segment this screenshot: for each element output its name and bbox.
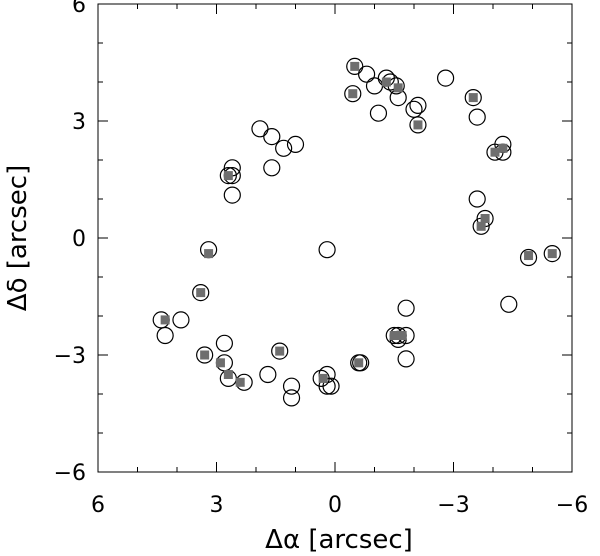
square-point <box>204 249 214 259</box>
circle-point <box>282 377 301 395</box>
circle-point <box>322 377 340 395</box>
circle-point <box>350 354 368 372</box>
circle-point <box>192 284 210 302</box>
axis-ticks <box>97 3 573 473</box>
circle-point <box>468 108 486 126</box>
square-point <box>200 350 210 360</box>
circle-point <box>344 85 362 103</box>
circle-point <box>397 350 415 368</box>
circle-point <box>223 186 241 204</box>
circle-point <box>346 57 364 76</box>
square-point <box>350 61 360 71</box>
circle-point <box>259 365 277 384</box>
square-point <box>318 373 328 383</box>
circle-point <box>519 248 538 267</box>
circle-point <box>156 326 174 345</box>
square-point <box>397 331 407 340</box>
square-point <box>381 77 391 87</box>
square-point <box>275 346 285 356</box>
y-tick-label: −3 <box>54 344 86 369</box>
square-point <box>498 143 508 153</box>
x-tick-label: 0 <box>328 493 342 518</box>
circle-point <box>464 88 482 107</box>
square-point <box>413 120 423 130</box>
square-point <box>235 377 245 387</box>
square-point <box>196 288 206 298</box>
square-point <box>476 221 486 231</box>
square-point <box>160 315 170 325</box>
circle-point <box>405 100 423 118</box>
square-point <box>547 249 557 259</box>
square-point <box>354 358 364 368</box>
circle-point <box>437 69 455 87</box>
circle-point <box>286 135 305 153</box>
circle-point <box>196 346 214 364</box>
data-points <box>152 57 561 407</box>
circle-point <box>263 128 281 146</box>
circle-point <box>271 342 289 360</box>
y-tick-label: −6 <box>54 461 86 486</box>
circle-point <box>468 190 486 208</box>
square-point <box>524 251 534 261</box>
circle-point <box>215 334 233 352</box>
circle-point <box>263 159 281 177</box>
circle-point <box>251 120 269 138</box>
x-axis-title: Δα [arcsec] <box>265 525 413 555</box>
x-tick-label: −3 <box>437 493 469 518</box>
y-tick-label: 3 <box>72 110 86 135</box>
square-point <box>393 83 403 93</box>
x-tick-label: −6 <box>556 493 588 518</box>
square-point <box>389 331 399 340</box>
circle-point <box>358 65 376 83</box>
circle-point <box>275 139 293 157</box>
circle-point <box>365 77 384 95</box>
x-tick-label: 3 <box>210 493 224 518</box>
square-point <box>348 89 358 99</box>
circle-point <box>172 311 190 329</box>
square-point <box>223 171 233 181</box>
square-point <box>490 147 500 157</box>
y-tick-label: 0 <box>72 227 86 252</box>
y-axis-title: Δδ [arcsec] <box>3 165 33 311</box>
circle-point <box>282 389 301 407</box>
circle-point <box>543 245 561 263</box>
circle-point <box>369 104 388 122</box>
plot-frame <box>97 3 573 473</box>
square-point <box>223 370 233 379</box>
tick-labels: 6 3 0 −3 −6 −6 −3 0 3 6 <box>54 0 589 518</box>
square-point <box>215 358 225 368</box>
square-point <box>480 214 490 223</box>
circle-point <box>409 116 427 134</box>
x-tick-label: 6 <box>91 493 105 518</box>
circle-point <box>397 299 415 317</box>
y-tick-label: 6 <box>72 0 86 18</box>
circle-point <box>318 241 336 259</box>
circle-point <box>219 167 237 185</box>
circle-point <box>500 295 518 313</box>
square-point <box>468 93 478 103</box>
circle-point <box>409 96 427 115</box>
